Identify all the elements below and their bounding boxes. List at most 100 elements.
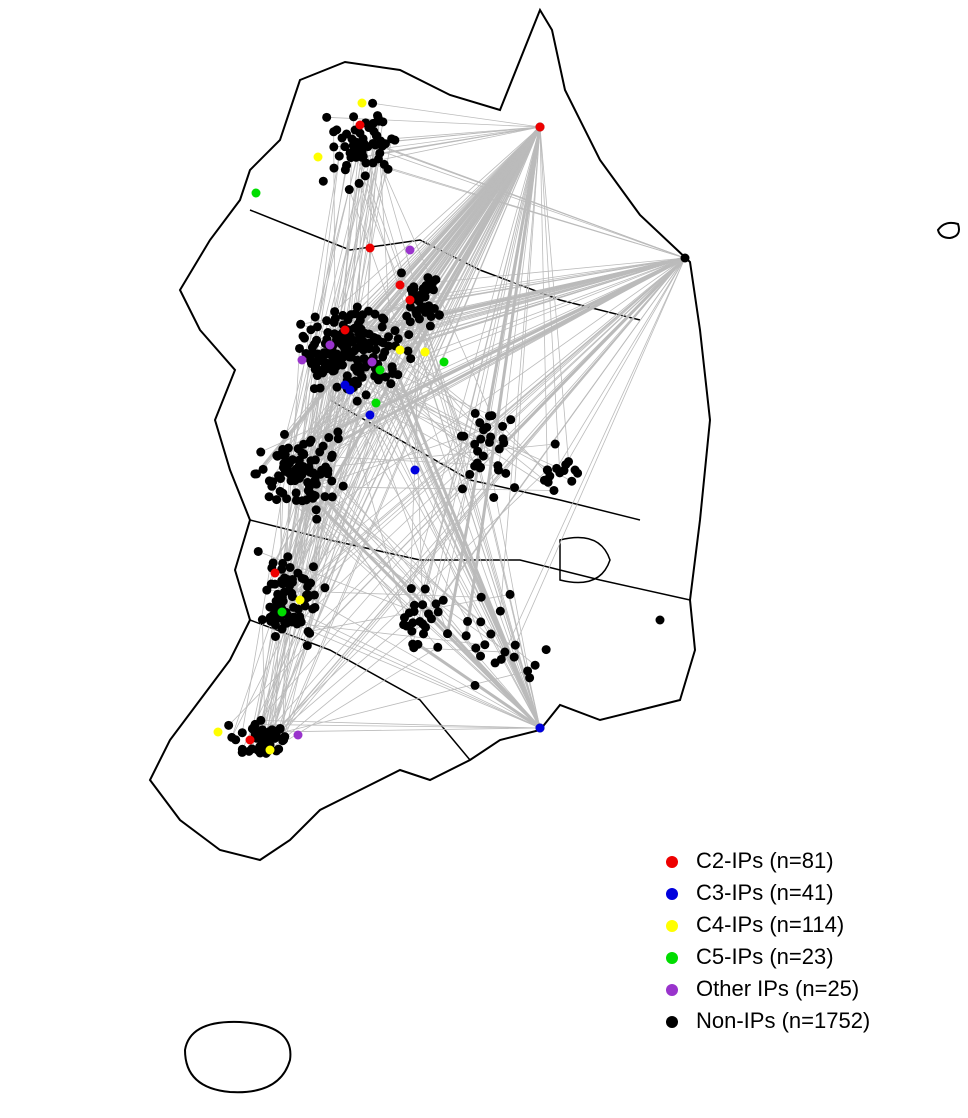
site <box>345 331 355 341</box>
site <box>381 372 391 382</box>
site <box>294 461 304 471</box>
site <box>680 253 690 263</box>
site <box>322 316 332 326</box>
site <box>352 302 362 312</box>
link <box>396 374 542 729</box>
site <box>253 546 263 556</box>
link <box>412 299 424 634</box>
link <box>241 126 541 750</box>
site <box>550 439 560 449</box>
link <box>410 126 541 589</box>
site <box>318 368 328 378</box>
ip-site <box>367 357 377 367</box>
site <box>299 439 309 449</box>
site <box>349 112 359 122</box>
site <box>371 345 381 355</box>
link <box>260 329 349 748</box>
site <box>561 460 571 470</box>
link <box>307 455 333 632</box>
site <box>655 615 665 625</box>
link <box>348 189 541 729</box>
ip-site <box>265 745 275 755</box>
site <box>361 158 371 168</box>
site <box>330 307 340 317</box>
site <box>251 730 261 740</box>
site <box>277 624 287 634</box>
link <box>287 126 541 580</box>
site <box>393 334 403 344</box>
site <box>354 178 364 188</box>
site <box>296 617 306 627</box>
site <box>311 505 321 515</box>
site <box>471 643 481 653</box>
site <box>346 153 356 163</box>
site <box>476 434 486 444</box>
site <box>373 111 383 121</box>
site <box>404 330 414 340</box>
site <box>340 165 350 175</box>
site <box>308 562 318 572</box>
legend-marker <box>666 920 678 932</box>
site <box>290 476 300 486</box>
site <box>549 485 559 495</box>
link <box>292 314 417 580</box>
site <box>390 326 400 336</box>
site <box>470 680 480 690</box>
link <box>500 257 686 660</box>
legend-marker <box>666 856 678 868</box>
link <box>241 137 343 733</box>
link <box>266 589 482 598</box>
site <box>360 171 370 181</box>
site <box>420 584 430 594</box>
link <box>350 157 686 259</box>
site <box>408 618 418 628</box>
site <box>361 362 371 372</box>
site <box>302 641 312 651</box>
link <box>442 474 471 601</box>
link <box>432 257 686 283</box>
site <box>484 437 494 447</box>
site <box>338 310 348 320</box>
ip-site <box>410 465 420 475</box>
link <box>418 257 686 302</box>
site <box>364 329 374 339</box>
site <box>271 596 281 606</box>
site <box>399 613 409 623</box>
site <box>456 431 466 441</box>
site <box>256 447 266 457</box>
link <box>331 480 506 653</box>
site <box>495 606 505 616</box>
ip-site <box>277 607 287 617</box>
site <box>506 415 516 425</box>
legend-marker <box>666 1016 678 1028</box>
site <box>280 466 290 476</box>
site <box>359 353 369 363</box>
site <box>393 370 403 380</box>
legend: C2-IPs (n=81) C3-IPs (n=41) C4-IPs (n=114)… <box>666 848 870 1033</box>
site <box>312 322 322 332</box>
site <box>523 666 533 676</box>
link <box>379 126 541 154</box>
legend-label: C2-IPs (n=81) <box>696 848 834 873</box>
site <box>457 484 467 494</box>
site <box>264 476 274 486</box>
site <box>406 584 416 594</box>
site <box>433 642 443 652</box>
site <box>340 142 350 152</box>
site <box>300 601 310 611</box>
site <box>443 629 453 639</box>
site <box>405 317 415 327</box>
link <box>355 141 686 259</box>
ip-site <box>375 365 385 375</box>
ip-site <box>293 730 303 740</box>
site <box>306 435 316 445</box>
site <box>425 321 435 331</box>
link <box>251 394 367 749</box>
site <box>461 631 471 641</box>
link <box>365 126 541 164</box>
link <box>272 126 541 616</box>
site <box>317 350 327 360</box>
site <box>476 651 486 661</box>
link <box>428 126 541 614</box>
site <box>411 306 421 316</box>
